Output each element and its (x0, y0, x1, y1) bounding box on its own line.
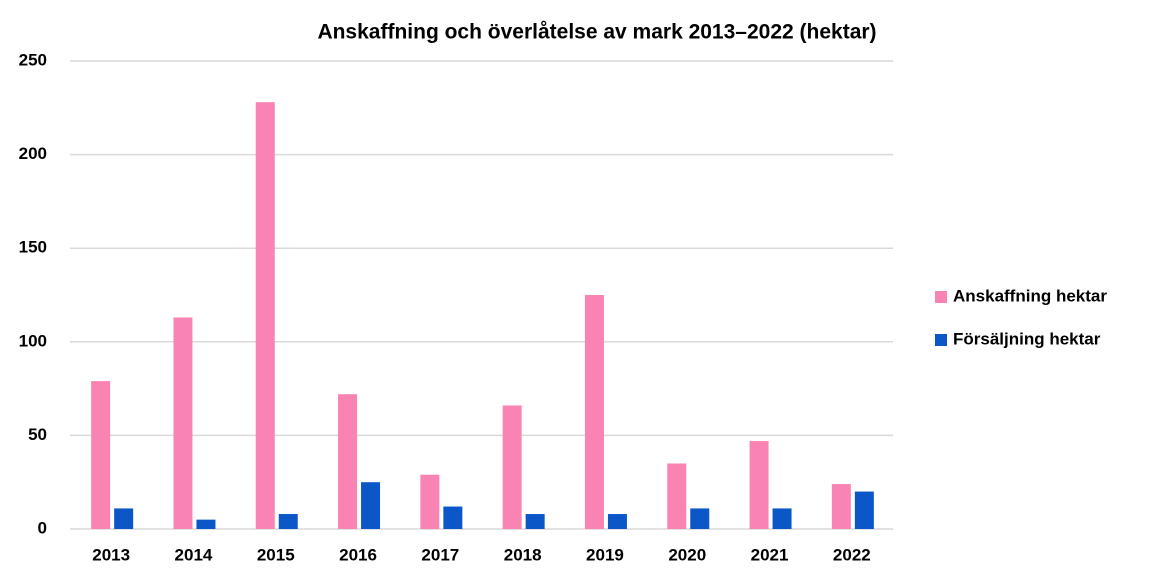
x-tick-label: 2021 (751, 545, 789, 564)
bar (255, 102, 275, 530)
bar (502, 405, 522, 529)
bar (114, 508, 134, 529)
x-tick-label: 2019 (586, 545, 624, 564)
bar (361, 482, 381, 529)
bar (831, 484, 851, 529)
bar (667, 463, 687, 529)
bar (420, 474, 440, 529)
bar (173, 317, 193, 529)
y-tick-label: 150 (19, 238, 47, 257)
bar (91, 381, 111, 529)
bar (525, 514, 545, 529)
x-tick-label: 2016 (339, 545, 377, 564)
legend-swatch (935, 334, 947, 346)
chart-title: Anskaffning och överlåtelse av mark 2013… (317, 21, 876, 44)
bar (443, 506, 463, 529)
x-tick-label: 2015 (257, 545, 295, 564)
bar (772, 508, 792, 529)
x-tick-label: 2017 (421, 545, 459, 564)
y-tick-label: 200 (19, 144, 47, 163)
bar (854, 491, 874, 529)
y-tick-label: 0 (38, 518, 47, 537)
x-tick-label: 2018 (504, 545, 542, 564)
bar (196, 519, 216, 529)
legend-label: Anskaffning hektar (953, 286, 1107, 305)
bar (584, 295, 604, 529)
legend-label: Försäljning hektar (953, 329, 1101, 348)
y-tick-label: 50 (28, 425, 47, 444)
x-tick-label: 2013 (92, 545, 130, 564)
x-tick-label: 2022 (833, 545, 871, 564)
bar (749, 441, 769, 529)
bar (278, 514, 298, 529)
bar (338, 394, 358, 529)
y-tick-label: 250 (19, 50, 47, 69)
y-tick-label: 100 (19, 331, 47, 350)
bar (607, 514, 627, 529)
legend-swatch (935, 291, 947, 303)
bar (690, 508, 710, 529)
x-tick-label: 2014 (175, 545, 213, 564)
x-tick-label: 2020 (668, 545, 706, 564)
